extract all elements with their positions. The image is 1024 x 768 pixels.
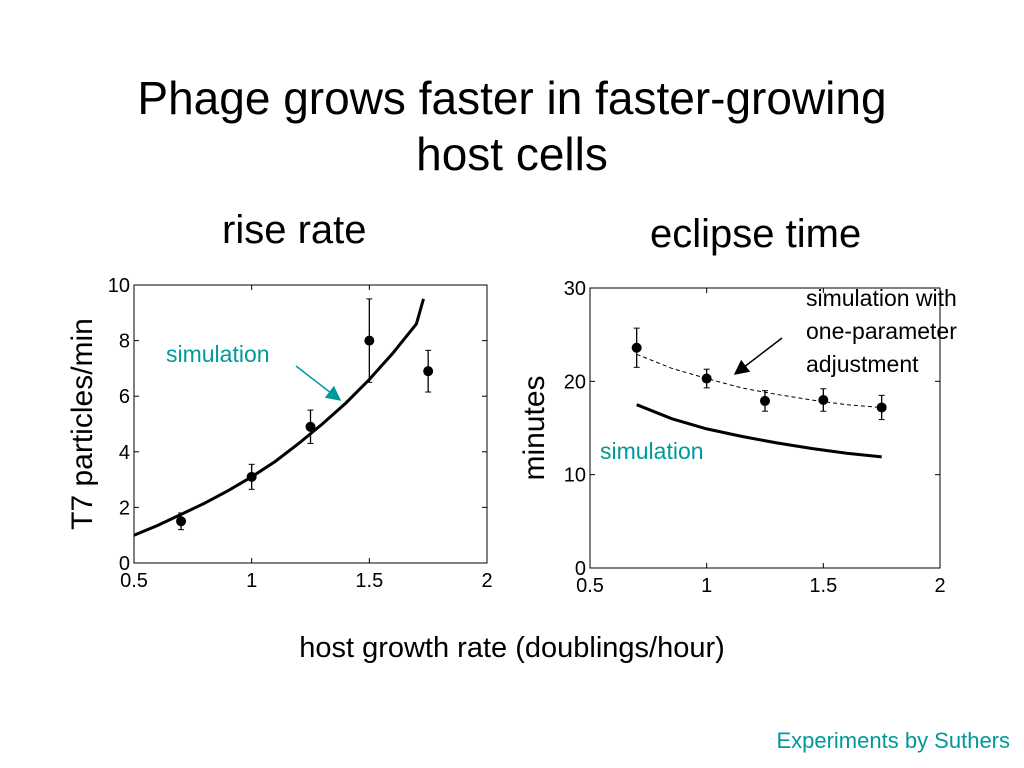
chart-2-adjusted-annotation-line: one-parameter [806,318,957,344]
chart-1-data-point [364,335,375,346]
chart-2-plot-frame [589,287,941,569]
slide-title: Phage grows faster in faster-growing hos… [0,70,1024,182]
chart-1-x-tick-label: 1.5 [355,570,383,592]
chart-1-simulation-line [133,298,425,537]
chart-2-simulation-line [636,403,882,459]
chart-1-title: rise rate [222,208,367,252]
chart-2-y-tick-label: 30 [564,278,586,300]
chart-1-x-tick-label: 2 [481,570,492,592]
chart-1-simulation-annotation: simulation [166,341,270,367]
chart-2-data-point [760,395,770,406]
slide-title-line-1: Phage grows faster in faster-growing [137,72,887,124]
chart-1-data-point [176,516,187,527]
chart-1-x-tick-label: 0.5 [120,570,148,592]
chart-2-adjusted-annotation-line: adjustment [806,351,919,377]
chart-2-x-tick-label: 1.5 [809,575,837,597]
chart-2-y-tick-label: 0 [575,558,586,580]
chart-1-x-tick-label: 1 [246,570,257,592]
chart-2-adjusted-arrow [733,337,783,375]
chart-1-data-point [305,421,316,432]
chart-2-y-tick-label: 20 [564,371,586,393]
chart-2-data-point [701,373,712,384]
chart-1-y-axis-label: T7 particles/min [66,318,99,530]
chart-1-y-tick-label: 6 [119,386,130,408]
chart-2-data-point [818,395,829,405]
chart-2-x-tick-label: 1 [701,575,712,597]
chart-1-simulation-arrow [295,365,342,401]
chart-2-adjusted-simulation-line [636,353,882,408]
chart-1-y-tick-label: 10 [108,275,130,297]
chart-2-y-tick-label: 10 [564,465,586,487]
chart-2-title: eclipse time [650,212,862,256]
chart-1-y-tick-label: 2 [119,497,130,519]
chart-2-y-axis-label: minutes [518,375,551,480]
credit-text: Experiments by Suthers [776,728,1010,753]
chart-2-x-tick-label: 0.5 [576,575,604,597]
chart-2-x-tick-label: 2 [934,575,945,597]
chart-2-simulation-annotation: simulation [600,438,704,464]
slide-title-line-2: host cells [416,128,608,180]
chart-1-plot-frame [133,284,488,564]
chart-1-data-point [423,366,434,377]
chart-1-y-tick-label: 4 [119,442,130,464]
chart-2-adjusted-annotation-line: simulation with [806,285,957,311]
chart-1-y-tick-label: 8 [119,331,130,353]
chart-2-data-point [631,342,642,353]
chart-1-y-tick-label: 0 [119,553,130,575]
shared-x-axis-label: host growth rate (doublings/hour) [299,632,725,664]
chart-2-data-point [876,402,887,413]
